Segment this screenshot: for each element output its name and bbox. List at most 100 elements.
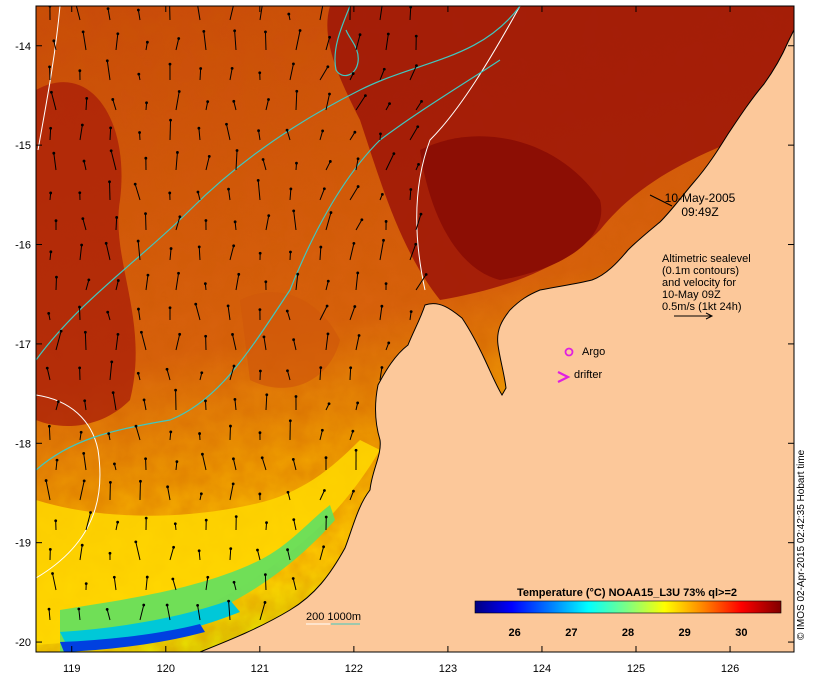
velocity-arrow-head — [351, 429, 355, 433]
date-pointer-line — [649, 194, 673, 207]
velocity-arrow-head — [109, 149, 113, 153]
velocity-arrow-head — [134, 540, 138, 544]
velocity-arrow-head — [108, 551, 112, 555]
velocity-arrow-head — [133, 182, 137, 186]
velocity-arrow-head — [145, 575, 149, 579]
velocity-arrow — [166, 369, 171, 381]
velocity-arrow — [235, 274, 240, 291]
velocity-arrow — [106, 609, 111, 621]
velocity-arrow-head — [388, 102, 391, 105]
velocity-arrow — [263, 336, 267, 351]
altimetry-line-1: Altimetric sealevel — [662, 253, 751, 265]
velocity-arrow-head — [229, 547, 233, 551]
velocity-arrow-head — [233, 220, 237, 224]
velocity-arrow — [53, 40, 57, 51]
velocity-arrow-head — [52, 151, 56, 155]
latitude-axis: -14 -15 -16 -17 -18 -19 -20 — [15, 41, 794, 649]
velocity-arrow-head — [165, 367, 169, 371]
velocity-arrow — [172, 578, 177, 591]
velocity-arrow-head — [285, 309, 289, 313]
velocity-arrow — [175, 334, 181, 351]
velocity-arrow-head — [196, 2, 199, 5]
velocity-arrow — [135, 541, 141, 561]
velocity-arrow — [52, 573, 57, 591]
velocity-arrow-head — [380, 192, 384, 196]
velocity-arrow-head — [258, 431, 262, 435]
velocity-arrow — [55, 330, 62, 351]
drifter-label: drifter — [574, 369, 602, 381]
lon-tick-label: 124 — [533, 663, 551, 675]
velocity-arrow-head — [292, 518, 296, 522]
velocity-arrow — [134, 183, 141, 201]
velocity-arrow-head — [289, 250, 292, 254]
velocity-arrow-head — [356, 157, 360, 161]
velocity-arrow-head — [85, 96, 89, 100]
velocity-arrow-head — [356, 401, 360, 405]
velocity-arrow-head — [381, 0, 384, 2]
velocity-arrow — [78, 609, 81, 621]
velocity-arrow-head — [83, 330, 87, 334]
velocity-arrow — [349, 243, 355, 261]
velocity-arrow — [293, 210, 297, 231]
velocity-arrow — [349, 306, 356, 321]
velocity-arrow-head — [105, 607, 109, 611]
lon-tick-label: 120 — [157, 663, 175, 675]
altimetry-line-2: (0.1m contours) — [662, 265, 739, 277]
velocity-arrow-head — [357, 334, 361, 337]
velocity-arrow-head — [352, 489, 355, 493]
sealevel-contour-eddy — [334, 6, 359, 77]
velocity-arrow — [259, 6, 263, 21]
velocity-arrow-head — [322, 1, 325, 4]
velocity-arrow-head — [295, 161, 298, 165]
velocity-arrow-head — [258, 308, 262, 312]
velocity-arrow-head — [354, 448, 358, 452]
velocity-arrow-head — [235, 149, 239, 152]
velocity-arrow — [385, 33, 389, 51]
velocity-arrow — [415, 101, 422, 111]
velocity-arrow — [265, 99, 269, 111]
velocity-arrow-head — [176, 151, 179, 154]
velocity-arrow — [115, 280, 119, 291]
velocity-arrow-head — [287, 12, 291, 16]
velocity-arrow — [106, 60, 111, 81]
velocity-arrow — [169, 547, 175, 561]
lon-tick-label: 122 — [345, 663, 363, 675]
velocity-arrow — [175, 38, 180, 51]
velocity-arrow — [199, 68, 202, 81]
velocity-arrow — [166, 604, 171, 621]
velocity-arrow — [415, 274, 427, 291]
velocity-arrow-head — [292, 62, 295, 66]
velocity-arrow-head — [116, 279, 120, 282]
velocity-arrow-head — [74, 0, 77, 3]
velocity-arrow-head — [204, 219, 208, 222]
velocity-arrow — [175, 273, 180, 291]
velocity-arrow-head — [136, 371, 140, 375]
velocity-arrow-head — [196, 604, 200, 607]
velocity-arrow — [112, 99, 117, 111]
velocity-arrow — [233, 101, 237, 111]
velocity-arrow — [379, 367, 383, 381]
velocity-arrow — [229, 6, 234, 21]
velocity-arrow-head — [349, 366, 353, 370]
longitude-axis: 119 120 121 122 123 124 125 126 — [63, 6, 739, 675]
velocity-arrow-head — [138, 131, 141, 134]
velocity-arrow-head — [352, 241, 356, 245]
velocity-arrow-head — [145, 101, 148, 105]
velocity-arrow-head — [414, 34, 418, 38]
velocity-arrow — [295, 30, 301, 51]
velocity-arrow-head — [111, 391, 115, 395]
velocity-arrow-head — [256, 178, 260, 182]
velocity-arrow — [265, 394, 268, 411]
velocity-arrow — [355, 219, 363, 231]
velocity-arrow — [75, 6, 81, 21]
warm-core-kimberley — [420, 136, 602, 280]
velocity-arrow-head — [116, 32, 120, 36]
velocity-arrow — [235, 150, 238, 171]
velocity-arrow-head — [420, 99, 423, 103]
velocity-arrow-head — [207, 155, 211, 158]
velocity-arrow — [295, 274, 299, 291]
velocity-arrow-head — [202, 30, 206, 33]
velocity-arrow-head — [79, 430, 83, 434]
velocity-arrow — [204, 400, 207, 411]
velocity-arrow — [135, 426, 141, 441]
